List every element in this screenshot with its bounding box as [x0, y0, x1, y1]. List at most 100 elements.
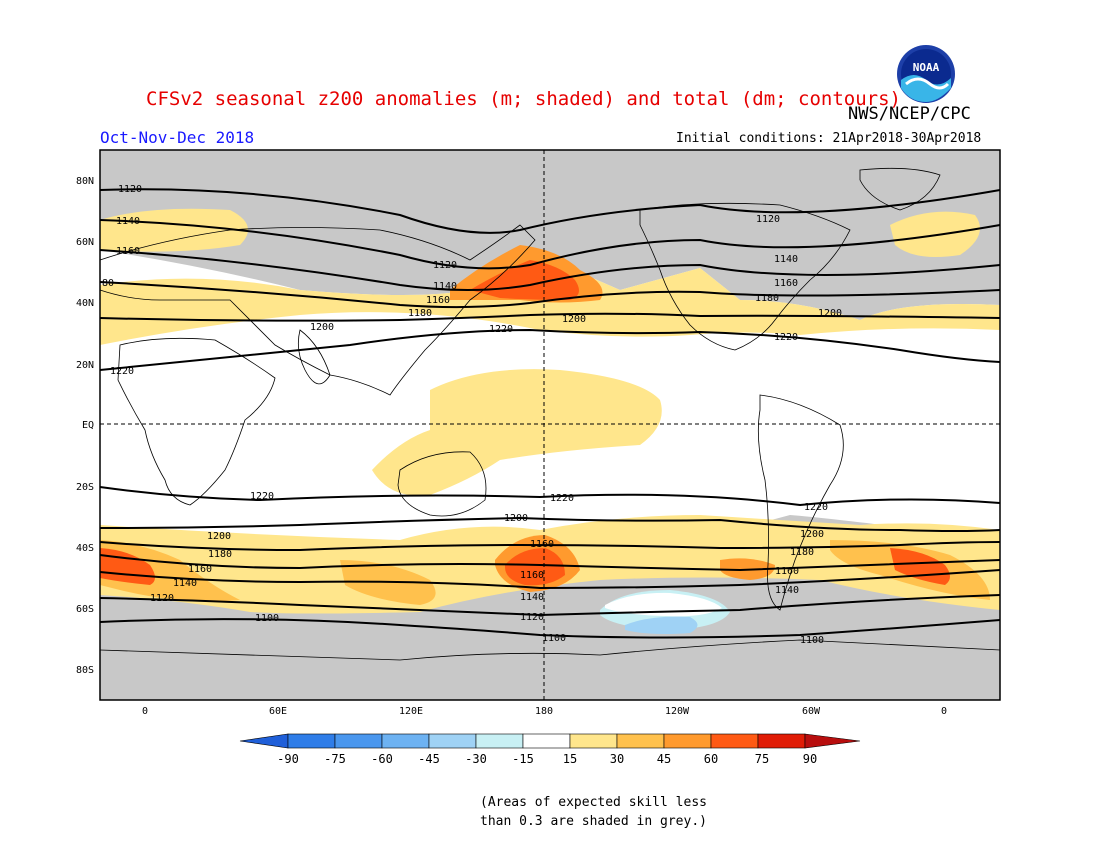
contour-1100-south [99, 618, 1001, 639]
contour-label: 80 [102, 278, 114, 289]
colorbar-tick: -60 [371, 752, 393, 766]
lat-label: EQ [82, 420, 94, 431]
contour-label: 1140 [775, 585, 799, 596]
lon-label: 60E [269, 706, 287, 717]
contour-label: 1180 [755, 293, 779, 304]
colorbar-swatch [663, 733, 712, 749]
contour-1220-south [99, 486, 1001, 507]
colorbar-swatch [569, 733, 618, 749]
org-label: NWS/NCEP/CPC [848, 104, 971, 124]
coast-north-america [639, 202, 851, 351]
contour-1120-north [99, 188, 1001, 234]
contour-label: 1200 [818, 308, 842, 319]
contour-label: 1120 [150, 593, 174, 604]
contour-label: 1100 [255, 613, 279, 624]
lat-label: 40S [76, 543, 94, 554]
height-contours [99, 188, 1001, 639]
contour-label: 1220 [774, 332, 798, 343]
lon-label: 180 [535, 706, 553, 717]
coast-australia [397, 451, 487, 517]
colorbar-swatch [710, 733, 759, 749]
skill-note: (Areas of expected skill less than 0.3 a… [480, 793, 707, 831]
anomaly-orange-south-west [100, 540, 240, 602]
contour-1140-south [99, 569, 1001, 590]
grey-skill-area-north [100, 150, 1000, 320]
initial-conditions-label: Initial conditions: 21Apr2018-30Apr2018 [676, 131, 982, 146]
contour-1160-north [99, 249, 1001, 291]
skill-note-line2: than 0.3 are shaded in grey.) [480, 814, 707, 829]
coast-greenland [859, 167, 941, 211]
lat-label: 60S [76, 604, 94, 615]
contour-label: 1120 [433, 260, 457, 271]
lon-label: 0 [941, 706, 947, 717]
lon-label: 120E [399, 706, 423, 717]
contour-label: 1120 [756, 214, 780, 225]
colorbar [239, 733, 861, 749]
anomaly-red-north-pacific [470, 260, 579, 300]
contour-1200-south [99, 516, 1001, 532]
contour-label: 1160 [530, 539, 554, 550]
map-frame [99, 149, 1001, 701]
noaa-logo-text: NOAA [913, 61, 940, 74]
colorbar-swatch [428, 733, 477, 749]
contour-labels: 1120 1140 1160 1120 1140 1160 80 1180 12… [102, 184, 842, 646]
map-panel [100, 150, 1000, 700]
coast-south-america [757, 394, 844, 611]
contour-label: 1100 [542, 633, 566, 644]
colorbar-tick: 15 [563, 752, 577, 766]
contour-label: 1200 [562, 314, 586, 325]
contour-label: 1140 [520, 592, 544, 603]
season-label: Oct-Nov-Dec 2018 [100, 128, 255, 147]
colorbar-swatch [757, 733, 806, 749]
contour-label: 1160 [426, 295, 450, 306]
contour-label: 1140 [116, 216, 140, 227]
contour-label: 1220 [550, 493, 574, 504]
contour-label: 1220 [489, 324, 513, 335]
anomaly-yellow-tropics [372, 369, 662, 496]
contour-label: 1120 [118, 184, 142, 195]
contour-1200-north [99, 312, 1001, 322]
contour-label: 1160 [520, 570, 544, 581]
lat-label: 80S [76, 665, 94, 676]
contour-label: 1180 [408, 308, 432, 319]
noaa-logo-icon: NOAA [897, 45, 955, 103]
contour-1120-south [99, 594, 1001, 617]
colorbar-swatch [522, 733, 571, 749]
latitude-labels: 80N 60N 40N 20N EQ 20S 40S 60S 80S [76, 176, 94, 676]
contour-1220-north [99, 328, 1001, 371]
contour-label: 1140 [173, 578, 197, 589]
colorbar-swatch [334, 733, 383, 749]
lon-label: 60W [802, 706, 821, 717]
contour-label: 1220 [250, 491, 274, 502]
colorbar-swatch [381, 733, 430, 749]
colorbar-tick: -15 [512, 752, 534, 766]
anomaly-lightblue-south-pacific [625, 616, 698, 634]
colorbar-swatch [616, 733, 665, 749]
coast-antarctica [99, 639, 1001, 661]
lat-label: 80N [76, 176, 94, 187]
colorbar-swatch [475, 733, 524, 749]
colorbar-arrow-left [239, 733, 289, 749]
contour-label: 1200 [207, 531, 231, 542]
lat-label: 40N [76, 298, 94, 309]
lon-label: 0 [142, 706, 148, 717]
colorbar-tick: 75 [755, 752, 769, 766]
colorbar-tick: -90 [277, 752, 299, 766]
colorbar-tick: -30 [465, 752, 487, 766]
contour-label: 1100 [800, 635, 824, 646]
colorbar-tick: -45 [418, 752, 440, 766]
coast-africa [117, 337, 276, 506]
contour-label: 1160 [188, 564, 212, 575]
colorbar-tick: 45 [657, 752, 671, 766]
contour-label: 1220 [804, 502, 828, 513]
contour-label: 1140 [433, 281, 457, 292]
anomaly-red-south-atlantic [890, 548, 950, 585]
contour-label: 1160 [775, 566, 799, 577]
colorbar-tick: -75 [324, 752, 346, 766]
contour-label: 1200 [310, 322, 334, 333]
contour-label: 1160 [774, 278, 798, 289]
contour-1140-north [99, 219, 1001, 270]
colorbar-swatch [287, 733, 336, 749]
contour-label: 1160 [116, 246, 140, 257]
